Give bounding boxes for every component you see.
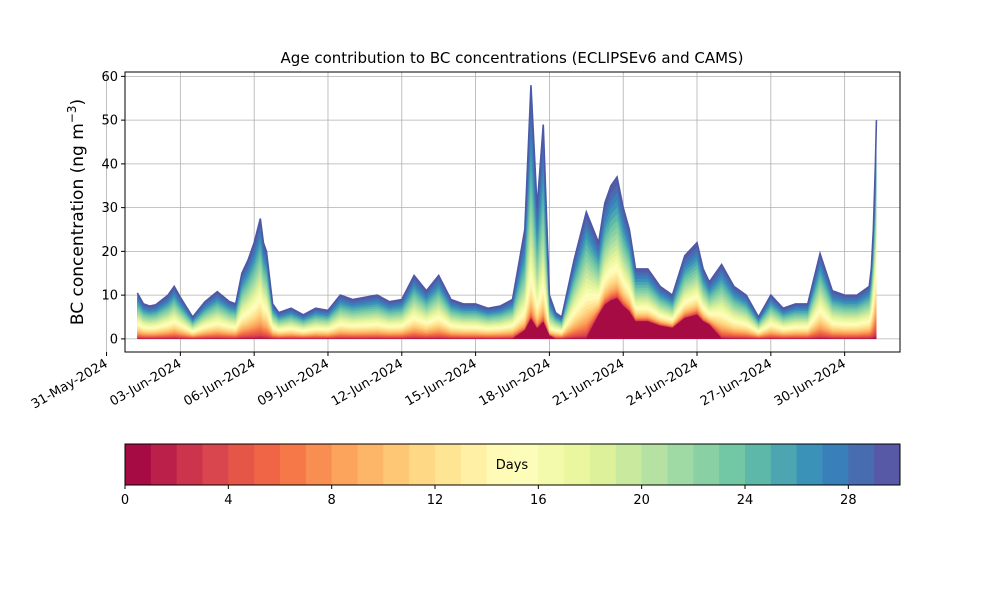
colorbar-swatch: [409, 444, 436, 485]
colorbar-tick-label: 4: [224, 493, 232, 508]
y-tick-label: 50: [101, 114, 118, 129]
colorbar-swatch: [202, 444, 229, 485]
x-tick-label: 30-Jun-2024: [772, 356, 849, 409]
colorbar-swatch: [822, 444, 849, 485]
colorbar-tick-label: 12: [427, 493, 444, 508]
colorbar-swatch: [796, 444, 823, 485]
stacked-area-plot: [136, 85, 878, 339]
colorbar-ticks: 0 4 8 12 16 20 24 28: [121, 485, 857, 508]
colorbar-swatch: [254, 444, 281, 485]
colorbar-swatch: [667, 444, 694, 485]
colorbar-swatch: [125, 444, 152, 485]
colorbar-swatch: [357, 444, 384, 485]
colorbar-swatch: [874, 444, 901, 485]
x-tick-label: 12-Jun-2024: [329, 356, 406, 409]
colorbar-swatch: [615, 444, 643, 485]
x-tick-label: 06-Jun-2024: [181, 356, 258, 409]
colorbar-swatch: [512, 444, 539, 485]
colorbar-swatch: [538, 444, 565, 485]
total-concentration-line: [136, 85, 878, 319]
colorbar-swatch: [460, 444, 488, 485]
colorbar-swatch: [331, 444, 358, 485]
x-tick-label: 31-May-2024: [29, 356, 111, 412]
colorbar-frame: [124, 443, 901, 486]
colorbar-tick-label: 20: [633, 493, 650, 508]
colorbar-swatches: [125, 444, 901, 485]
colorbar-swatch: [719, 444, 746, 485]
colorbar-tick-label: 28: [840, 493, 857, 508]
colorbar-swatch: [745, 444, 772, 485]
x-tick-label: 09-Jun-2024: [255, 356, 332, 409]
colorbar-swatch: [486, 444, 513, 485]
x-tick-label: 24-Jun-2024: [624, 356, 701, 409]
colorbar-tick-label: 16: [530, 493, 547, 508]
y-tick-label: 60: [101, 70, 118, 85]
colorbar-swatch: [305, 444, 333, 485]
y-tick-label: 10: [101, 289, 118, 304]
colorbar-tick-label: 24: [737, 493, 754, 508]
colorbar-swatch: [590, 444, 617, 485]
y-tick-label: 0: [110, 332, 118, 347]
x-tick-label: 21-Jun-2024: [550, 356, 627, 409]
age-band-0-days: [137, 298, 877, 339]
x-tick-label: 15-Jun-2024: [403, 356, 480, 409]
colorbar-swatch: [383, 444, 410, 485]
colorbar: Days 0 4 8 12 16 20 24 28: [121, 443, 901, 508]
colorbar-swatch: [693, 444, 720, 485]
y-tick-label: 20: [101, 245, 118, 260]
colorbar-swatch: [641, 444, 668, 485]
chart-title: Age contribution to BC concentrations (E…: [281, 49, 744, 67]
colorbar-swatch: [150, 444, 178, 485]
plot-frame: [124, 71, 901, 353]
x-tick-label: 18-Jun-2024: [477, 356, 554, 409]
colorbar-swatch: [176, 444, 203, 485]
colorbar-swatch: [564, 444, 591, 485]
colorbar-tick-label: 0: [121, 493, 129, 508]
y-axis-ticks: 0 10 20 30 40 50 60: [101, 70, 125, 347]
colorbar-swatch: [228, 444, 255, 485]
colorbar-label: Days: [496, 458, 529, 473]
y-tick-label: 40: [101, 157, 118, 172]
x-tick-label: 03-Jun-2024: [108, 356, 185, 409]
colorbar-swatch: [435, 444, 462, 485]
colorbar-swatch: [848, 444, 875, 485]
y-tick-label: 30: [101, 201, 118, 216]
colorbar-swatch: [770, 444, 798, 485]
x-tick-label: 27-Jun-2024: [698, 356, 775, 409]
x-axis-ticks: 31-May-202403-Jun-202406-Jun-202409-Jun-…: [29, 352, 849, 412]
colorbar-swatch: [280, 444, 307, 485]
y-axis-label: BC concentration (ng m−3): [65, 99, 88, 325]
colorbar-tick-label: 8: [328, 493, 336, 508]
